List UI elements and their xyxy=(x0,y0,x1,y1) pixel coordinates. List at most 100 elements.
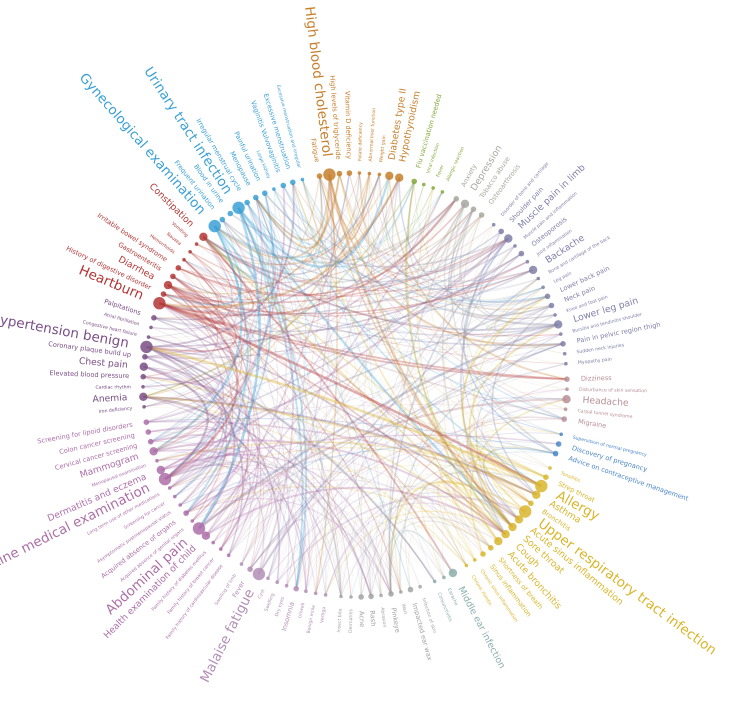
link xyxy=(185,485,246,543)
link xyxy=(237,207,304,589)
link xyxy=(246,197,296,278)
node-label: Routine medical examination xyxy=(0,480,152,582)
link xyxy=(379,174,568,390)
link xyxy=(358,172,548,306)
link xyxy=(358,172,492,549)
link xyxy=(457,450,547,528)
link xyxy=(156,452,326,595)
link xyxy=(198,191,444,530)
node-dot xyxy=(564,376,570,383)
node-dot xyxy=(536,276,541,281)
link xyxy=(385,175,434,251)
link xyxy=(318,175,514,528)
node-dot xyxy=(183,510,189,516)
node-dot xyxy=(368,593,374,600)
link xyxy=(264,193,307,586)
link xyxy=(325,492,520,596)
link xyxy=(431,432,562,578)
node-label: Insect bite xyxy=(336,608,344,633)
link xyxy=(172,276,250,506)
link xyxy=(463,238,556,455)
link xyxy=(159,245,516,316)
link xyxy=(172,275,532,504)
node-dot xyxy=(167,486,172,490)
link xyxy=(380,314,556,596)
link xyxy=(292,181,565,420)
link xyxy=(319,175,402,593)
node-label: Fatigue xyxy=(309,138,321,163)
link xyxy=(301,174,335,259)
link xyxy=(143,395,537,496)
link xyxy=(150,197,264,443)
link xyxy=(163,293,507,535)
node-dot xyxy=(266,576,270,581)
link xyxy=(379,174,566,364)
link xyxy=(158,284,226,325)
link xyxy=(328,174,514,528)
link xyxy=(172,276,467,566)
link xyxy=(169,447,537,496)
link xyxy=(156,287,544,461)
link xyxy=(426,187,532,504)
link xyxy=(178,267,255,543)
link xyxy=(160,454,392,595)
link xyxy=(163,293,342,597)
link xyxy=(178,214,483,296)
node-dot xyxy=(188,250,192,254)
link xyxy=(369,519,402,597)
link xyxy=(462,278,539,528)
link xyxy=(318,175,552,310)
link xyxy=(189,251,242,522)
link xyxy=(164,192,275,480)
node-dot xyxy=(140,340,153,354)
link xyxy=(148,336,392,595)
link xyxy=(153,259,236,330)
link xyxy=(153,177,400,321)
node-dot xyxy=(541,285,545,290)
link xyxy=(185,486,492,549)
link xyxy=(407,181,522,287)
node-label: Rash xyxy=(368,610,377,627)
link xyxy=(237,175,391,268)
link xyxy=(286,485,513,586)
node-dot xyxy=(158,472,172,486)
node-dot xyxy=(554,320,563,329)
node-label: Cyst xyxy=(257,588,267,600)
node-dot xyxy=(142,354,148,360)
node-label: Fever xyxy=(435,164,445,178)
link xyxy=(286,363,566,586)
link xyxy=(148,336,551,469)
node-dot xyxy=(518,250,525,257)
link xyxy=(144,208,474,358)
link xyxy=(143,396,372,597)
node-dot xyxy=(564,361,568,366)
link xyxy=(146,275,238,353)
node-dot xyxy=(232,201,245,214)
link xyxy=(156,458,265,575)
node-dot xyxy=(379,593,383,598)
link xyxy=(465,459,547,535)
link xyxy=(220,231,502,550)
link xyxy=(305,523,362,597)
link xyxy=(169,480,307,592)
link xyxy=(146,420,537,496)
link xyxy=(267,182,306,579)
link xyxy=(315,532,392,595)
link xyxy=(246,172,360,268)
node-dot xyxy=(528,500,534,507)
link xyxy=(213,278,539,543)
link xyxy=(376,503,421,596)
link xyxy=(391,177,475,274)
link xyxy=(282,185,544,310)
link xyxy=(174,189,287,497)
link xyxy=(180,440,559,506)
link xyxy=(183,259,262,570)
link xyxy=(189,251,528,301)
link xyxy=(255,181,415,268)
link xyxy=(469,442,547,487)
link xyxy=(249,193,287,570)
link xyxy=(255,174,331,241)
link xyxy=(399,184,443,272)
link xyxy=(358,172,482,275)
link xyxy=(315,224,494,594)
